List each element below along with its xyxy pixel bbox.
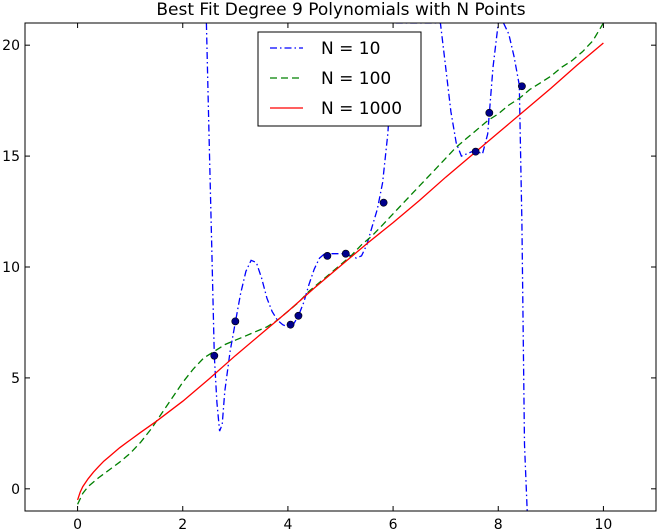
y-tick-label: 5: [11, 371, 20, 387]
data-point: [485, 108, 494, 117]
data-point: [341, 249, 350, 258]
series-line-3: [76, 42, 604, 501]
data-point: [379, 198, 388, 207]
data-point: [286, 320, 295, 329]
y-tick-label: 20: [2, 38, 20, 54]
data-point: [294, 311, 303, 320]
data-point: [231, 317, 240, 326]
x-tick-label: 2: [178, 517, 187, 532]
x-tick-label: 10: [595, 517, 613, 532]
x-tick-label: 8: [494, 517, 503, 532]
ticks-layer: 0 2 4 6 8 10 0 5 10 15 20: [2, 23, 656, 532]
data-point: [210, 351, 219, 360]
y-tick-label: 0: [11, 482, 20, 498]
legend-label-2: N = 100: [321, 69, 391, 89]
y-tick-label: 10: [2, 260, 20, 276]
legend: N = 10 N = 100 N = 1000: [257, 31, 422, 127]
data-point: [518, 82, 526, 91]
data-point: [323, 252, 332, 260]
x-tick-label: 0: [73, 517, 82, 532]
points-layer: [210, 82, 526, 360]
x-tick-label: 6: [389, 517, 398, 532]
legend-label-3: N = 1000: [321, 99, 402, 119]
legend-label-1: N = 10: [321, 39, 380, 59]
chart-title: Best Fit Degree 9 Polynomials with N Poi…: [156, 0, 525, 20]
data-point: [471, 147, 480, 156]
x-tick-label: 4: [283, 517, 292, 532]
y-tick-label: 15: [2, 149, 20, 165]
